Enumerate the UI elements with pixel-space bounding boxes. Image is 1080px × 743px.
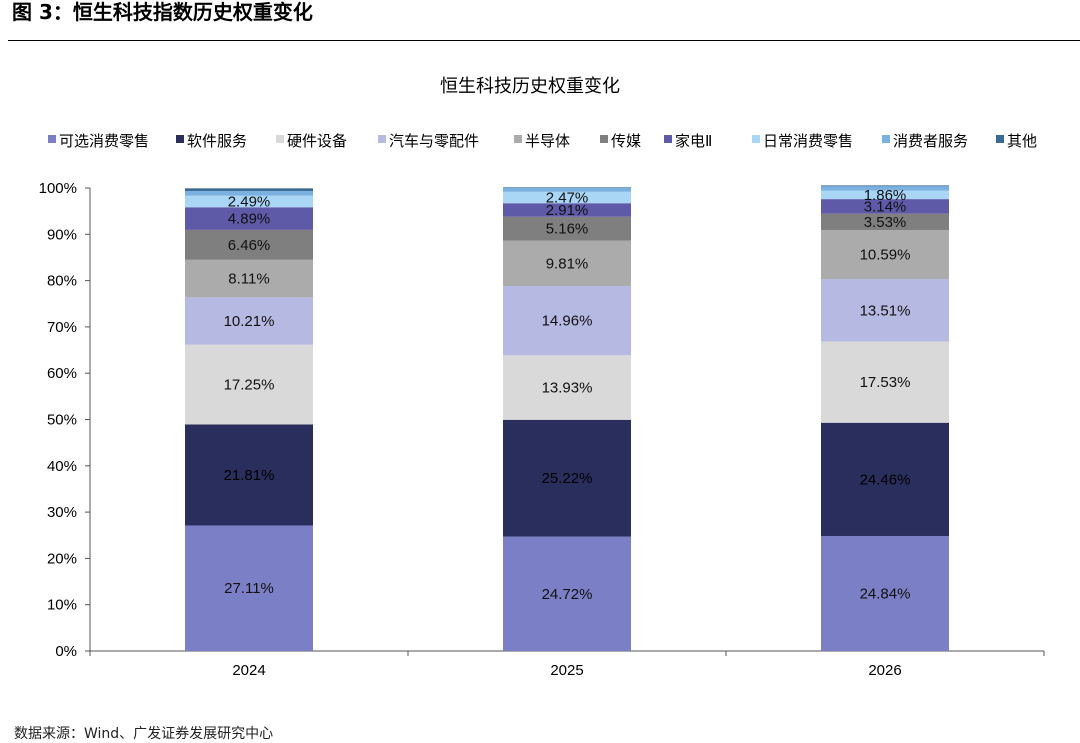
legend-swatch [664, 135, 672, 143]
data-label: 14.96% [542, 313, 593, 330]
y-tick-label: 0% [55, 643, 77, 660]
data-label: 3.53% [864, 214, 907, 231]
data-label: 10.21% [224, 313, 275, 330]
data-label: 21.81% [224, 467, 275, 484]
chart-legend: 可选消费零售 软件服务 硬件设备 汽车与零配件 半导体 传媒 家电Ⅱ 日常消费零售 消费者服务 其… [48, 132, 1037, 150]
chart-title: 恒生科技历史权重变化 [440, 76, 620, 97]
legend-label: 硬件设备 [287, 132, 347, 150]
legend-label: 消费者服务 [893, 132, 968, 150]
legend-swatch [176, 135, 184, 143]
y-tick-label: 80% [47, 273, 77, 290]
legend-swatch [996, 135, 1004, 143]
legend-label: 汽车与零配件 [389, 132, 479, 150]
x-tick-label: 2026 [868, 662, 901, 679]
y-tick-label: 30% [47, 504, 77, 521]
legend-swatch [514, 135, 522, 143]
legend-swatch [276, 135, 284, 143]
y-tick-label: 70% [47, 319, 77, 336]
data-label: 10.59% [860, 247, 911, 264]
legend-label: 半导体 [525, 132, 570, 150]
data-label: 2.47% [546, 190, 589, 207]
legend-swatch [752, 135, 760, 143]
data-label: 13.51% [860, 302, 911, 319]
data-label: 6.46% [228, 237, 271, 254]
legend-swatch [378, 135, 386, 143]
data-label: 1.86% [864, 187, 907, 204]
legend-label: 软件服务 [187, 132, 247, 150]
x-tick-label: 2025 [550, 662, 583, 679]
data-label: 24.72% [542, 586, 593, 603]
data-label: 27.11% [224, 580, 274, 597]
stacked-bar-chart: 恒生科技历史权重变化 可选消费零售 软件服务 硬件设备 汽车与零配件 半导体 传媒 家电Ⅱ 日… [0, 0, 1080, 720]
legend-label: 日常消费零售 [763, 132, 853, 150]
data-label: 25.22% [542, 470, 593, 487]
x-tick-label: 2024 [232, 662, 265, 679]
y-tick-label: 50% [47, 412, 77, 429]
data-label: 5.16% [546, 221, 589, 238]
y-tick-label: 60% [47, 365, 77, 382]
data-label: 8.11% [228, 271, 269, 288]
data-label: 24.84% [860, 585, 911, 602]
data-label: 4.89% [228, 211, 271, 228]
legend-label: 传媒 [611, 132, 641, 150]
legend-label: 家电Ⅱ [675, 132, 712, 150]
y-tick-label: 20% [47, 550, 77, 567]
legend-swatch [48, 135, 56, 143]
data-label: 2.49% [228, 193, 271, 210]
data-label: 17.53% [860, 374, 911, 391]
y-tick-label: 100% [39, 180, 77, 197]
legend-label: 其他 [1007, 132, 1037, 150]
legend-swatch [600, 135, 608, 143]
y-tick-label: 90% [47, 226, 77, 243]
data-label: 9.81% [546, 255, 589, 272]
data-source-note: 数据来源：Wind、广发证券发展研究中心 [14, 723, 273, 743]
data-label: 13.93% [542, 380, 593, 397]
y-tick-label: 40% [47, 458, 77, 475]
data-label: 24.46% [860, 471, 911, 488]
bar-segment [185, 188, 313, 191]
legend-swatch [882, 135, 890, 143]
y-tick-label: 10% [47, 597, 77, 614]
legend-label: 可选消费零售 [59, 132, 149, 150]
data-label: 17.25% [224, 377, 275, 394]
